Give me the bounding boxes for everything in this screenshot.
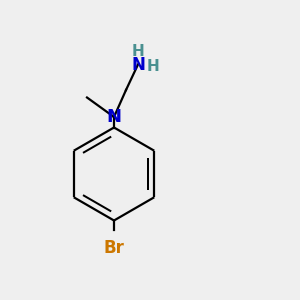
Text: Br: Br bbox=[103, 239, 124, 257]
Text: H: H bbox=[132, 44, 144, 59]
Text: N: N bbox=[106, 108, 122, 126]
Text: N: N bbox=[131, 56, 145, 74]
Text: H: H bbox=[147, 58, 159, 74]
